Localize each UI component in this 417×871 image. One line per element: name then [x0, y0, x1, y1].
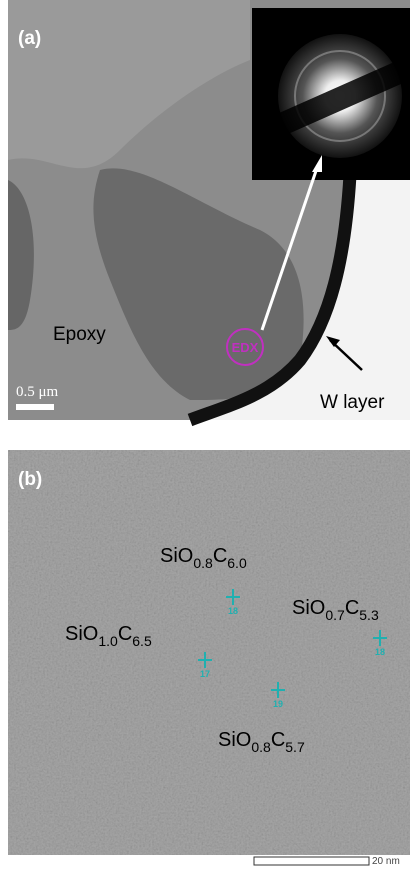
scale-bar — [254, 857, 369, 865]
formula-part: SiO — [292, 597, 325, 619]
marker-number: 17 — [200, 669, 210, 679]
page: {"panel_a": {"label": "(a)", "epoxy": "E… — [0, 0, 417, 866]
panel-label: (a) — [18, 28, 41, 49]
formula-subscript: 1.0 — [98, 633, 118, 649]
panel-label: (b) — [18, 469, 42, 490]
formula-subscript: 0.8 — [251, 739, 271, 755]
formula-subscript: 5.7 — [285, 739, 305, 755]
formula-subscript: 6.0 — [227, 555, 247, 571]
edx-label: EDX — [232, 340, 259, 355]
panel-b: (b) SiO0.8C6.0 SiO0.7C5.3 SiO1.0C6.5 SiO… — [8, 450, 410, 866]
panel-b-background — [8, 450, 410, 855]
w-layer-label: W layer — [320, 392, 385, 413]
formula-part: C — [118, 623, 132, 645]
formula-part: C — [345, 597, 359, 619]
formula-subscript: 0.7 — [325, 607, 345, 623]
formula-subscript: 0.8 — [193, 555, 213, 571]
panel-a: EDX W layer Epoxy 0.5 μm (a) — [8, 0, 410, 420]
marker-number: 19 — [273, 699, 283, 709]
figure: EDX W layer Epoxy 0.5 μm (a) (b) SiO0.8C… — [0, 0, 417, 866]
formula-subscript: 5.3 — [359, 607, 379, 623]
marker-number: 18 — [228, 606, 238, 616]
formula-part: SiO — [65, 623, 98, 645]
marker-number: 18 — [375, 647, 385, 657]
scale-bar — [16, 404, 54, 410]
formula-part: SiO — [160, 545, 193, 567]
epoxy-label: Epoxy — [53, 324, 106, 345]
formula-subscript: 6.5 — [132, 633, 152, 649]
formula-part: SiO — [218, 729, 251, 751]
scale-bar-label: 0.5 μm — [16, 384, 59, 400]
formula-part: C — [213, 545, 227, 567]
formula-part: C — [271, 729, 285, 751]
scale-bar-label: 20 nm — [372, 856, 400, 866]
